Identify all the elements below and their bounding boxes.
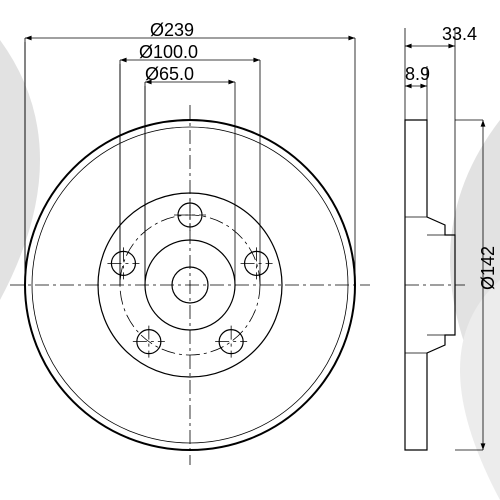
dim-overall-h: Ø142 [478, 246, 498, 290]
dim-outer-dia: Ø239 [150, 20, 194, 40]
dim-pitch-dia: Ø100.0 [139, 42, 198, 62]
dim-overall-w: 33.4 [442, 24, 477, 44]
front-view [10, 36, 370, 465]
dim-flange-t: 8.9 [405, 64, 430, 84]
technical-drawing: Ø239 Ø100.0 Ø65.0 33.4 8.9 Ø142 [0, 0, 500, 500]
dim-bore-dia: Ø65.0 [145, 64, 194, 84]
